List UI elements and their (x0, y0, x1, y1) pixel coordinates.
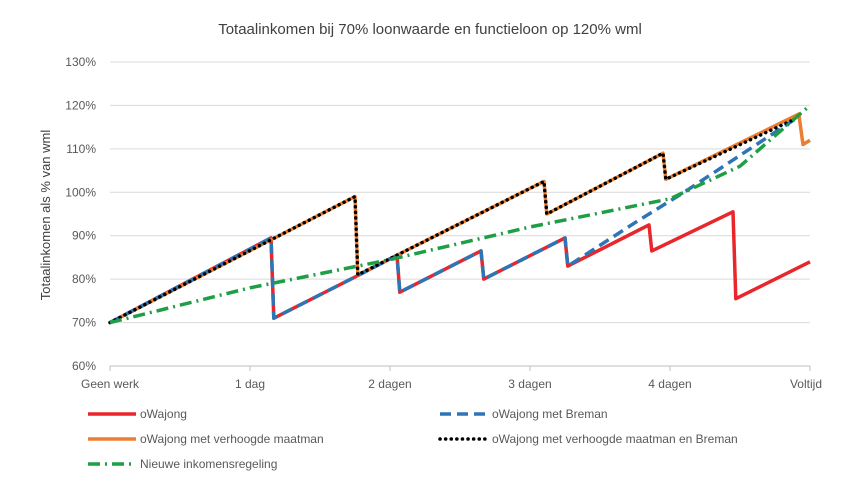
y-tick-label: 130% (65, 55, 96, 69)
series-line-2 (109, 117, 797, 325)
y-tick-label: 90% (72, 229, 96, 243)
x-tick-label: 3 dagen (508, 377, 551, 391)
y-axis-title: Totaalinkomen als % van wml (38, 130, 53, 301)
x-tick-label: Geen werk (81, 377, 140, 391)
gridlines (110, 61, 810, 367)
y-tick-label: 80% (72, 272, 96, 286)
x-tick-label: 4 dagen (648, 377, 691, 391)
chart-title: Totaalinkomen bij 70% loonwaarde en func… (218, 21, 642, 38)
legend-label-1: oWajong met verhoogde maatman (140, 432, 324, 446)
series-line-3 (108, 116, 798, 325)
x-tick-label: 1 dag (235, 377, 265, 391)
x-tick-label: Voltijd (790, 377, 822, 391)
legend-label-4: Nieuwe inkomensregeling (140, 457, 277, 471)
series-line-4 (109, 104, 812, 325)
y-tick-label: 120% (65, 98, 96, 112)
x-tick-labels: Geen werk 1 dag 2 dagen 3 dagen 4 dagen Volti… (81, 366, 822, 391)
y-tick-labels: 60% 70% 80% 90% 100% 110% 120% 130% (65, 55, 96, 373)
legend-label-2: oWajong met Breman (492, 407, 608, 421)
legend-label-0: oWajong (140, 407, 187, 421)
series-line-1 (109, 112, 811, 325)
x-tick-label: 2 dagen (368, 377, 411, 391)
series-lines (108, 104, 812, 325)
legend-label-3: oWajong met verhoogde maatman en Breman (492, 432, 738, 446)
y-tick-label: 60% (72, 359, 96, 373)
legend: oWajong oWajong met Breman oWajong met ver… (88, 407, 738, 471)
y-tick-label: 100% (65, 185, 96, 199)
y-tick-label: 70% (72, 316, 96, 330)
y-tick-label: 110% (66, 142, 96, 156)
